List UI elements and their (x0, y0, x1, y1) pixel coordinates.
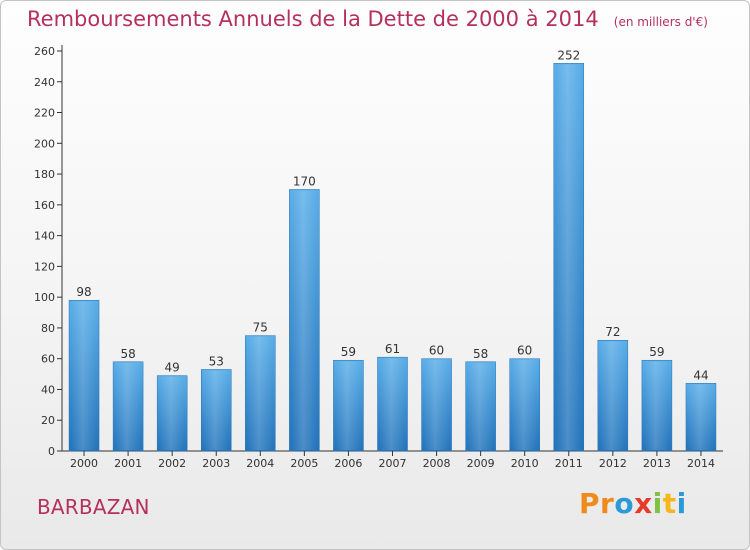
y-tick-label: 240 (34, 76, 55, 89)
y-tick-label: 20 (41, 414, 55, 427)
data-label-2001: 58 (120, 347, 135, 361)
chart-unit: (en milliers d'€) (613, 15, 708, 29)
bar-highlight (379, 358, 406, 450)
x-tick-label: 2003 (202, 457, 230, 470)
chart-data-labels: 98 58 49 53 75 170 59 61 60 58 60 252 72 59 44 (76, 48, 708, 382)
bar-highlight (599, 341, 626, 450)
data-label-2014: 44 (693, 368, 708, 382)
data-label-2009: 58 (473, 347, 488, 361)
x-tick-label: 2013 (643, 457, 671, 470)
data-label-2008: 60 (429, 344, 444, 358)
data-label-2011: 252 (557, 48, 580, 62)
data-label-2005: 170 (293, 174, 316, 188)
bar-highlight (555, 64, 582, 451)
x-tick-label: 2008 (423, 457, 451, 470)
x-tick-label: 2004 (246, 457, 274, 470)
bar-highlight (247, 336, 274, 450)
bar-highlight (643, 361, 670, 450)
data-label-2000: 98 (76, 285, 91, 299)
data-label-2006: 59 (341, 345, 356, 359)
chart-axes: 0 20 40 60 80 100 120 140 160 180 200 220 240 260 2000… (34, 45, 723, 470)
x-tick-label: 2012 (599, 457, 627, 470)
bar-highlight (159, 376, 186, 450)
chart-title-text: Remboursements Annuels de la Dette de 20… (27, 7, 599, 31)
bar-highlight (423, 359, 450, 450)
data-label-2010: 60 (517, 344, 532, 358)
y-tick-label: 220 (34, 107, 55, 120)
bar-highlight (71, 301, 98, 450)
y-tick-label: 140 (34, 230, 55, 243)
x-tick-label: 2002 (158, 457, 186, 470)
x-tick-label: 2000 (70, 457, 98, 470)
x-tick-label: 2005 (290, 457, 318, 470)
y-tick-label: 200 (34, 137, 55, 150)
data-label-2002: 49 (165, 361, 180, 375)
y-tick-label: 60 (41, 353, 55, 366)
data-label-2004: 75 (253, 321, 268, 335)
x-tick-label: 2001 (114, 457, 142, 470)
bar-highlight (511, 359, 538, 450)
data-label-2003: 53 (209, 354, 224, 368)
x-tick-label: 2007 (379, 457, 407, 470)
y-tick-label: 180 (34, 168, 55, 181)
bar-highlight (335, 361, 362, 450)
bar-highlight (687, 384, 714, 450)
data-label-2012: 72 (605, 325, 620, 339)
x-tick-label: 2014 (687, 457, 715, 470)
x-tick-label: 2006 (334, 457, 362, 470)
commune-name: BARBAZAN (37, 495, 150, 519)
proxiti-logo: Proxiti (579, 487, 687, 520)
data-label-2013: 59 (649, 345, 664, 359)
bar-highlight (115, 362, 142, 450)
x-tick-label: 2009 (467, 457, 495, 470)
y-tick-label: 160 (34, 199, 55, 212)
y-tick-label: 40 (41, 383, 55, 396)
y-tick-label: 100 (34, 291, 55, 304)
bar-highlight (467, 362, 494, 450)
y-tick-label: 120 (34, 260, 55, 273)
bar-highlight (203, 370, 230, 450)
data-label-2007: 61 (385, 342, 400, 356)
x-tick-label: 2011 (555, 457, 583, 470)
y-tick-label: 0 (48, 445, 55, 458)
chart-bars (68, 63, 717, 452)
y-tick-label: 260 (34, 45, 55, 58)
x-tick-label: 2010 (511, 457, 539, 470)
y-tick-label: 80 (41, 322, 55, 335)
bar-highlight (291, 190, 318, 450)
chart-title: Remboursements Annuels de la Dette de 20… (27, 7, 708, 31)
